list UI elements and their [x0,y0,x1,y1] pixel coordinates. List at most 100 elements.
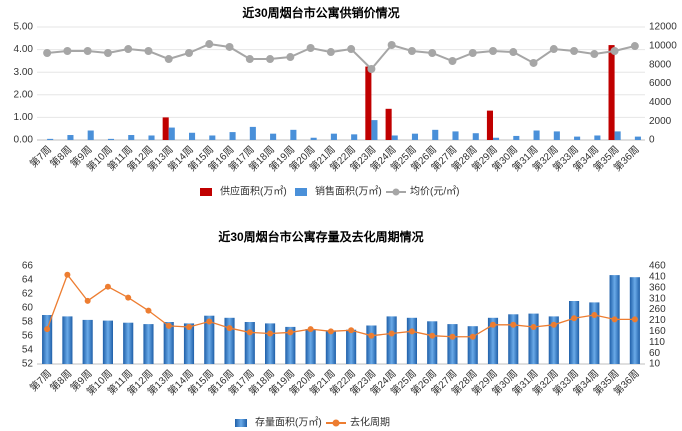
bar [305,329,316,364]
point [408,328,415,335]
bar [87,130,94,140]
point [327,328,334,335]
bar [67,135,74,140]
point [510,321,517,328]
bar [427,321,438,364]
point [529,58,538,67]
y-tick-label: 52 [22,359,34,370]
chart-title: 近30周烟台市公寓存量及去化周期情况 [218,229,423,244]
y-tick-label: 62 [22,289,34,300]
y-tick-label: 2.00 [14,89,34,100]
point [549,45,558,54]
y-tick-label: 58 [22,317,34,328]
y2-tick-label: 360 [649,282,666,293]
point [225,42,234,51]
point [550,321,557,328]
point [387,40,396,49]
bar [351,134,358,140]
bar [569,301,580,364]
bar [168,127,175,140]
legend-swatch [332,419,340,427]
bar [508,314,519,364]
bar [447,324,458,364]
bar [162,117,169,140]
legend-label: 存量面积(万㎡) [255,416,322,429]
bar [432,129,439,140]
y-tick-label: 4.00 [14,44,34,55]
y-tick-label: 66 [22,261,34,272]
point [267,330,274,337]
point [448,56,457,65]
point [509,48,518,57]
bar [634,136,641,140]
point [348,327,355,334]
point [245,55,254,64]
bar [270,133,277,140]
point [164,55,173,64]
legend-label: 均价(元/㎡) [410,186,459,198]
bar [285,326,296,364]
bar [183,323,195,364]
bar [123,322,134,364]
bar [325,330,336,364]
y2-tick-label: 460 [649,261,666,272]
bar [553,131,560,140]
legend-label: 销售面积(万㎡) [315,185,382,198]
bar [143,324,154,364]
point [44,326,51,333]
line [46,273,635,338]
legend-swatch [200,188,212,196]
point [407,47,416,56]
y2-tick-label: 10000 [649,40,677,51]
bar [229,132,236,140]
bar [385,108,392,140]
y-tick-label: 54 [22,345,34,356]
bar [548,316,559,364]
bar [594,135,601,140]
point [206,318,213,325]
bar [209,135,216,140]
y2-tick-label: 260 [649,304,666,315]
point [591,312,598,318]
point [246,329,253,336]
point [286,53,295,62]
bar [487,317,499,364]
bar [513,135,520,140]
point [287,329,294,336]
legend-label: 去化周期 [350,416,390,429]
bar [310,137,317,140]
y2-tick-label: 4000 [649,97,672,108]
bar [528,313,539,364]
point [43,48,52,57]
bar [189,132,196,140]
point [125,294,132,301]
point [368,332,375,339]
point [104,283,111,290]
y2-tick-label: 60 [649,348,661,359]
y-tick-label: 64 [22,275,34,286]
bar [47,138,54,140]
y2-tick-label: 110 [649,337,665,348]
point [367,64,376,73]
bar [224,317,235,364]
chart-title: 近30周烟台市公寓供销价情况 [242,5,399,20]
bar [346,329,357,364]
point [468,48,477,57]
point [429,332,436,339]
point [428,48,437,57]
bar [290,129,297,140]
bar [366,325,377,364]
y-tick-label: 3.00 [14,67,34,78]
bar [386,316,397,364]
point [226,325,233,332]
bar [391,135,398,140]
point [205,40,214,49]
point [145,307,152,314]
legend-swatch [392,188,400,196]
bar [486,110,493,140]
y2-tick-label: 0 [649,135,655,146]
bar [406,317,417,364]
bar [249,126,256,140]
bar [614,131,621,140]
